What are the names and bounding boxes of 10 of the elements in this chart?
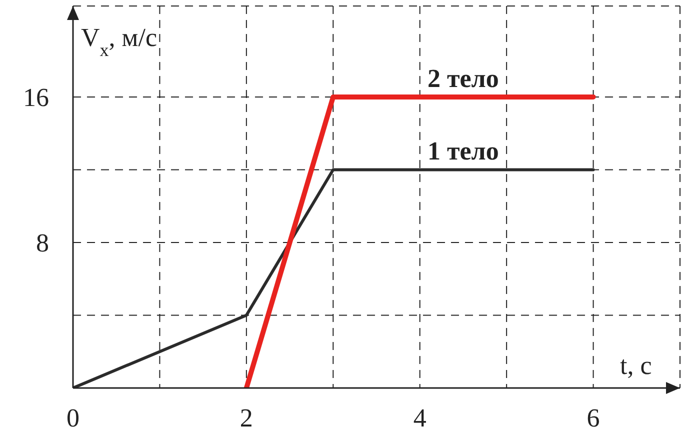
y-axis-title: V$_{x}$, м/с: [81, 23, 157, 60]
x-tick-label: 4: [413, 403, 426, 432]
x-tick-label: 2: [240, 403, 253, 432]
x-axis-title: t, с: [620, 351, 652, 380]
y-tick-label: 16: [23, 83, 49, 112]
x-tick-label: 0: [66, 403, 80, 432]
x-tick-label: 6: [586, 403, 600, 432]
y-tick-label: 8: [36, 228, 49, 258]
series-label: 1 тело: [428, 136, 499, 166]
series-label: 2 тело: [428, 64, 499, 93]
